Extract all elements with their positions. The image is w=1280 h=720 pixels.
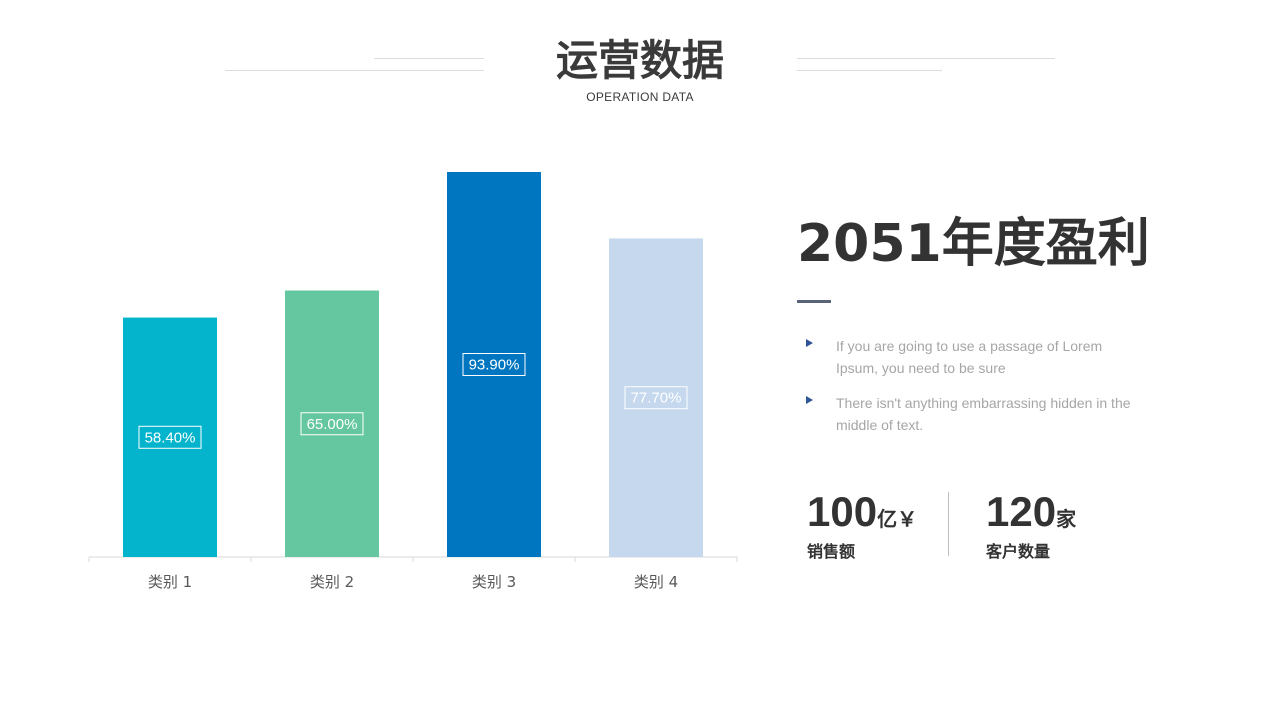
header-line-right-bottom — [797, 70, 942, 71]
stat-divider — [948, 492, 949, 556]
data-label-box — [624, 386, 688, 410]
category-label: 类别 1 — [148, 573, 192, 591]
data-label-box — [138, 425, 202, 449]
data-label: 93.90% — [469, 357, 520, 374]
category-label: 类别 3 — [472, 573, 516, 591]
header-line-left-bottom — [225, 70, 484, 71]
arrow-bullet-icon — [806, 396, 813, 404]
category-label: 类别 2 — [310, 573, 354, 591]
stat-unit: 亿￥ — [877, 507, 918, 531]
stat-unit: 家 — [1056, 507, 1077, 531]
bar-chart: 58.40% 类别 1 65.00% 类别 2 93.90% 类别 3 77.70% 类别 4 — [88, 172, 738, 591]
stat-number: 100 — [807, 488, 878, 535]
bullet-text: If you are going to use a passage of Lor… — [836, 338, 1103, 376]
page-subtitle: OPERATION DATA — [586, 90, 694, 104]
arrow-bullet-icon — [806, 339, 813, 347]
data-label-box — [462, 353, 526, 377]
category-label: 类别 4 — [634, 573, 678, 591]
data-label: 77.70% — [631, 390, 682, 407]
data-label-box — [300, 412, 364, 436]
stat-customers: 120家 客户数量 — [986, 488, 1076, 562]
title-underline — [797, 300, 831, 303]
stat-label: 销售额 — [807, 542, 856, 561]
stat-number: 120 — [986, 488, 1057, 535]
header-line-right-top — [797, 58, 1055, 59]
data-label: 58.40% — [145, 429, 196, 446]
bullet-text: There isn't anything embarrassing hidden… — [836, 395, 1131, 433]
header-line-left-top — [374, 58, 484, 59]
data-label: 65.00% — [307, 416, 358, 433]
stat-label: 客户数量 — [986, 542, 1051, 561]
stat-sales: 100亿￥ 销售额 — [807, 488, 917, 562]
profit-title: 2051年度盈利 — [797, 214, 1150, 274]
page-title: 运营数据 — [555, 36, 724, 85]
